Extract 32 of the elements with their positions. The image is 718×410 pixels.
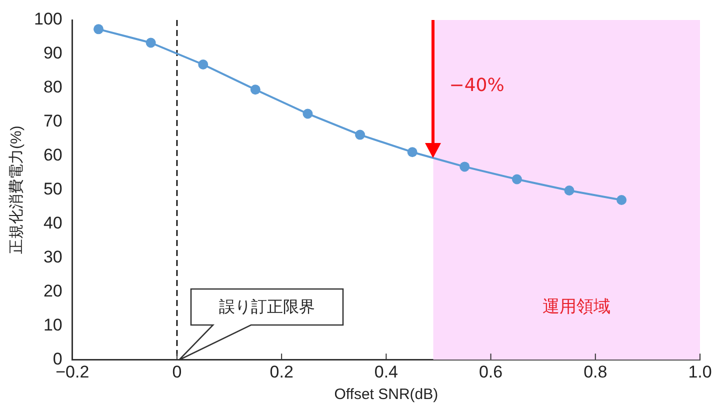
y-tick-label: 70 [43, 112, 62, 131]
point [250, 84, 260, 95]
point [198, 59, 208, 70]
point [616, 194, 627, 205]
y-tick-label: 20 [43, 281, 62, 300]
x-tick-label: 0 [172, 362, 182, 382]
x-tick-label: 0.2 [270, 362, 294, 382]
point [355, 130, 366, 140]
annotation: −40% [449, 75, 504, 96]
x-axis-title: Offset SNR(dB) [334, 386, 438, 404]
y-tick-label: 10 [43, 315, 62, 334]
y-tick-label: 40 [43, 213, 62, 232]
point [407, 147, 418, 158]
point [94, 24, 104, 34]
y-tick-label: 80 [43, 78, 62, 97]
point [146, 38, 156, 48]
x-tick-label: 0.4 [374, 362, 398, 382]
y-tick-label: 50 [43, 179, 62, 198]
y-tick-label: 60 [43, 146, 62, 165]
y-axis-title: 正規化消費電力(%) [8, 126, 26, 254]
y-tick-label: 30 [43, 247, 62, 266]
band-label: 運用領域 [542, 297, 611, 318]
x-tick-label: 1.0 [688, 362, 712, 382]
point [460, 162, 470, 172]
point [302, 108, 313, 119]
annotation: 誤り訂正限界 [218, 296, 316, 318]
y-tick-label: 90 [43, 44, 62, 63]
x-tick-label: 0.6 [478, 362, 503, 382]
y-tick-label: 100 [34, 10, 62, 29]
point [564, 185, 574, 196]
x-tick-label: 0.8 [584, 362, 608, 382]
point [512, 174, 522, 184]
